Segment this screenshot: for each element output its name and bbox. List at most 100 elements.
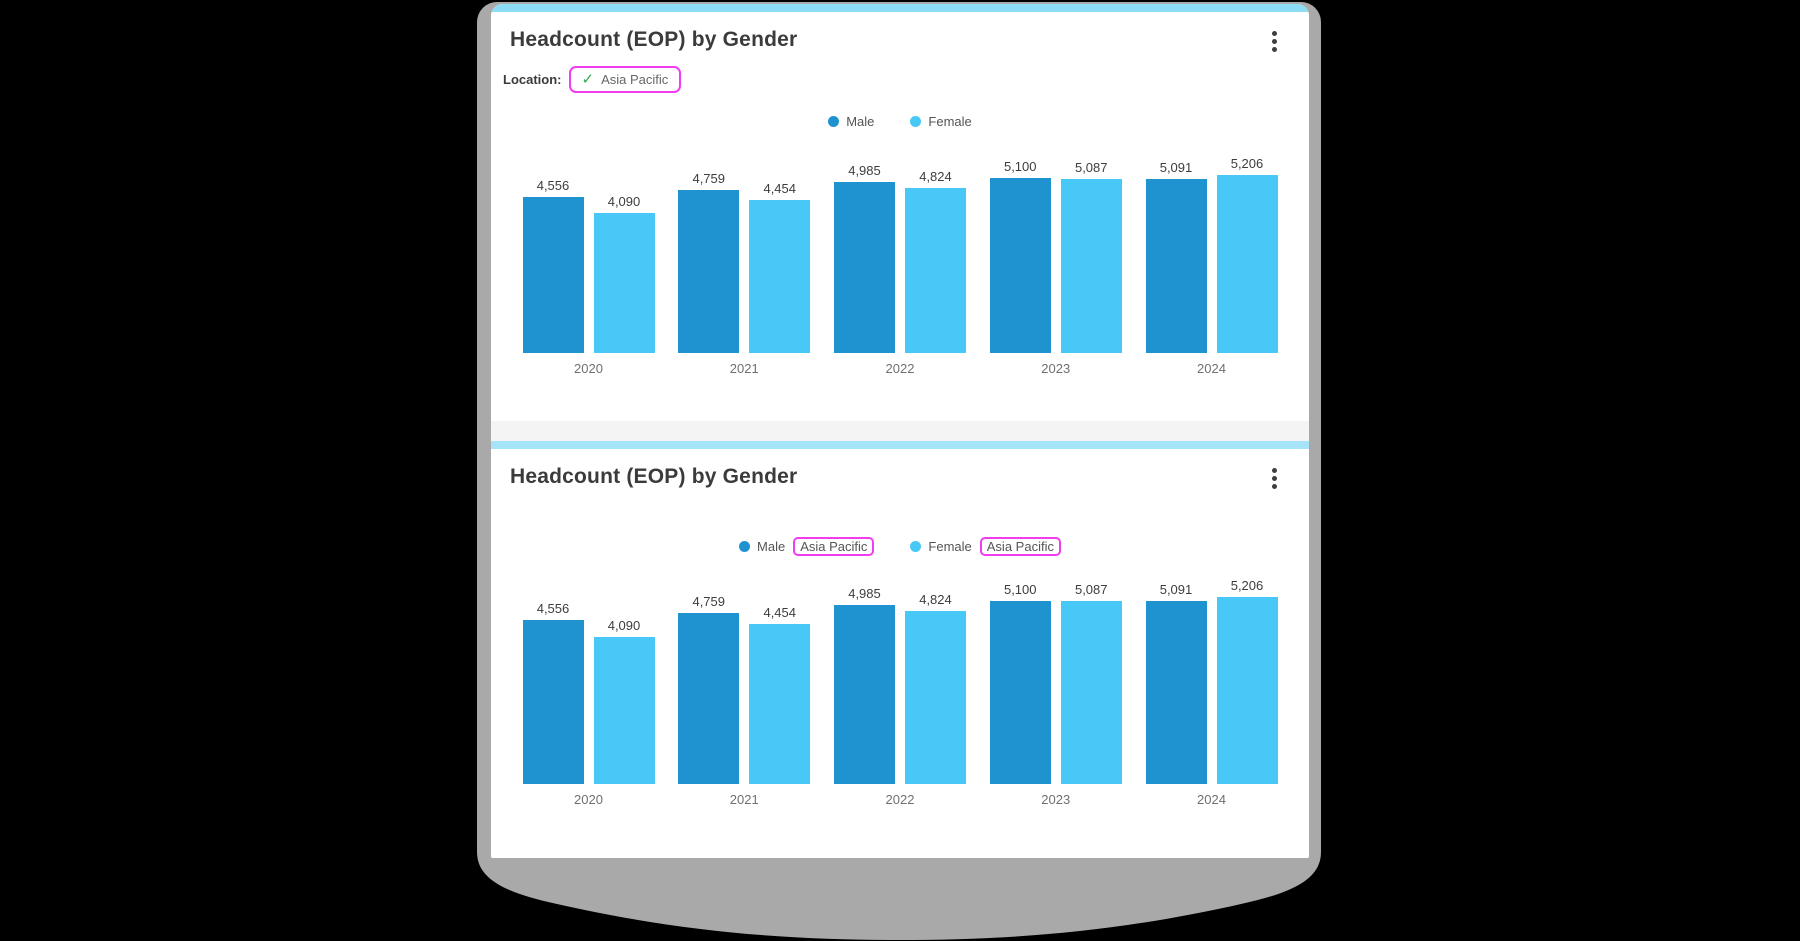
bar-value-label: 5,091 [1159,160,1193,175]
legend: Male Female [491,111,1309,131]
bar-female-2023[interactable] [1060,179,1122,353]
bar-with-label: 4,985 [834,586,895,784]
x-axis-label: 2020 [574,361,603,376]
bar-value-label: 4,454 [763,605,797,620]
legend: Male Asia Pacific Female Asia Pacific [491,536,1309,556]
x-axis-label: 2023 [1041,361,1071,376]
legend-item-female[interactable]: Female [910,114,972,129]
bar-value-label: 5,087 [1074,160,1108,175]
bar-male-2022[interactable] [834,182,895,353]
app-window: Headcount (EOP) by Gender Location: ✓ As… [491,4,1309,858]
bar-pair: 5,091 5,206 [1145,156,1278,353]
legend-item-male[interactable]: Male Asia Pacific [739,536,875,556]
kebab-menu-icon[interactable] [1263,465,1285,491]
card-title: Headcount (EOP) by Gender [510,465,798,488]
bar-group-2021: 4,759 4,454 2021 [678,168,811,377]
chart-card: Headcount (EOP) by Gender Male Asia Pacif… [491,441,1309,858]
bar-female-2021[interactable] [749,200,811,353]
bar-female-2022[interactable] [905,188,966,353]
bar-value-label: 5,100 [1003,159,1037,174]
card-title: Headcount (EOP) by Gender [510,28,798,51]
legend-item-male[interactable]: Male [828,114,874,129]
bar-group-2022: 4,985 4,824 2022 [834,586,967,808]
x-axis-label: 2024 [1197,792,1226,807]
legend-swatch [910,115,922,127]
legend-label: Female [928,538,972,554]
bar-with-label: 4,556 [522,601,584,784]
bar-female-2024[interactable] [1216,597,1278,784]
bar-male-2022[interactable] [834,605,895,784]
legend-label: Male [846,113,875,129]
bar-with-label: 5,100 [989,159,1051,353]
bar-pair: 4,556 4,090 [522,168,655,353]
bar-with-label: 4,454 [749,181,811,353]
bar-value-label: 4,556 [536,178,570,193]
bar-pair: 5,100 5,087 [989,159,1122,353]
location-filter-label: Location: [503,71,562,87]
bar-pair: 4,985 4,824 [834,163,966,353]
bar-female-2020[interactable] [593,213,655,353]
x-axis-label: 2023 [1041,792,1071,807]
bar-value-label: 4,454 [763,181,797,196]
bar-with-label: 4,985 [834,163,895,353]
bar-value-label: 4,556 [536,601,570,616]
legend-swatch [828,115,840,127]
legend-swatch [739,540,751,552]
bar-value-label: 4,090 [607,618,641,633]
bar-female-2022[interactable] [905,611,966,784]
bar-with-label: 5,091 [1145,582,1207,784]
x-axis-label: 2022 [885,792,915,807]
legend-label: Male [757,538,786,554]
bar-with-label: 5,206 [1216,156,1278,353]
tile-divider [491,421,1309,441]
bar-male-2023[interactable] [989,178,1051,353]
bar-with-label: 4,759 [678,594,740,784]
bar-female-2021[interactable] [749,624,811,784]
x-axis-label: 2024 [1197,361,1226,376]
bar-female-2023[interactable] [1060,601,1122,784]
bar-male-2023[interactable] [989,601,1051,784]
bar-female-2020[interactable] [593,637,655,784]
bar-male-2020[interactable] [522,620,584,784]
bar-pair: 5,100 5,087 [989,582,1122,784]
x-axis-label: 2022 [885,361,915,376]
card-header: Headcount (EOP) by Gender [491,462,1309,492]
window-shadow-bottom [477,836,1321,940]
bar-pair: 4,759 4,454 [678,590,811,784]
bar-with-label: 5,091 [1145,160,1207,353]
plot-area: 4,556 4,090 2020 4,759 4,454 2021 4,985 4,824 20… [522,578,1278,808]
bar-with-label: 4,824 [905,169,966,353]
bar-male-2024[interactable] [1145,179,1207,353]
bar-value-label: 5,087 [1074,582,1108,597]
x-axis-label: 2021 [729,361,759,376]
bar-with-label: 4,090 [593,618,655,784]
legend-suffix-highlight: Asia Pacific [793,536,875,556]
bar-group-2020: 4,556 4,090 2020 [522,590,655,808]
location-filter-row: Location: ✓ Asia Pacific [491,63,1309,95]
bar-female-2024[interactable] [1216,175,1278,353]
bar-value-label: 5,100 [1003,582,1037,597]
bar-male-2020[interactable] [522,197,584,353]
location-filter-chip[interactable]: ✓ Asia Pacific [568,65,682,93]
x-axis-label: 2020 [574,792,603,807]
card-header: Headcount (EOP) by Gender [491,25,1309,55]
bar-male-2021[interactable] [678,613,740,784]
bar-value-label: 5,091 [1159,582,1193,597]
bar-with-label: 5,087 [1060,582,1122,784]
bar-chart: 4,556 4,090 2020 4,759 4,454 2021 4,985 4,824 20… [491,578,1309,808]
kebab-menu-icon[interactable] [1263,28,1285,54]
bar-value-label: 4,090 [607,194,641,209]
bar-value-label: 4,759 [692,171,726,186]
card-accent-bar [491,4,1309,12]
bar-male-2021[interactable] [678,190,740,353]
bar-group-2020: 4,556 4,090 2020 [522,168,655,377]
bar-male-2024[interactable] [1145,601,1207,784]
bar-value-label: 5,206 [1230,578,1264,593]
legend-suffix-highlight: Asia Pacific [979,536,1061,556]
legend-swatch [910,540,922,552]
bar-with-label: 4,090 [593,194,655,353]
legend-item-female[interactable]: Female Asia Pacific [910,536,1061,556]
bar-group-2023: 5,100 5,087 2023 [989,159,1122,377]
bar-group-2024: 5,091 5,206 2024 [1145,156,1278,377]
